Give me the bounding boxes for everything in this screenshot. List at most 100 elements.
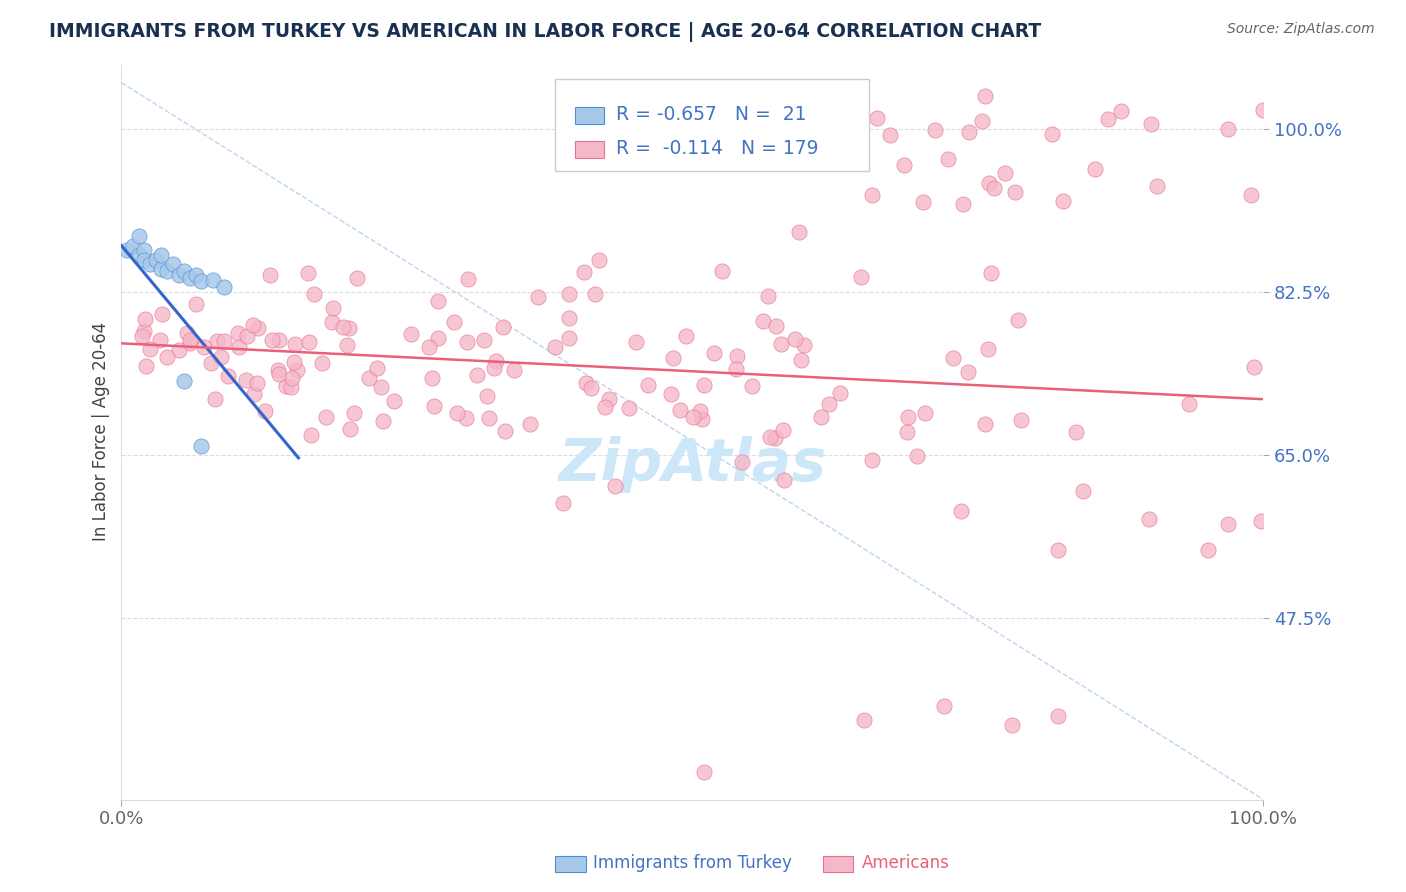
Point [1250,514,1272,528]
Point [924,123,946,137]
Point [828,386,851,401]
Point [519,417,541,432]
Point [491,320,513,334]
Point [1007,313,1029,327]
Point [204,392,226,407]
Point [911,194,934,209]
Point [156,264,179,278]
Point [983,181,1005,195]
Point [366,360,388,375]
Text: ZipAtlas: ZipAtlas [558,436,827,493]
Point [852,714,875,728]
Point [1243,359,1265,374]
Point [1046,543,1069,558]
Point [228,340,250,354]
Point [156,350,179,364]
Point [583,287,606,301]
Point [558,287,581,301]
Point [772,423,794,437]
Point [544,341,567,355]
Point [121,238,143,252]
Point [692,378,714,392]
Point [851,269,873,284]
Point [150,248,173,262]
Point [420,371,443,385]
Point [200,356,222,370]
Point [866,111,889,125]
Point [1010,413,1032,427]
Point [274,379,297,393]
Point [942,351,965,366]
Point [423,399,446,413]
Point [150,261,173,276]
Point [659,387,682,401]
Point [186,296,208,310]
Point [179,271,201,285]
Point [637,377,659,392]
Point [1064,425,1087,439]
Point [243,387,266,401]
Point [212,334,235,349]
Point [575,376,598,390]
Point [339,422,361,436]
Point [173,374,195,388]
Point [281,371,304,385]
Point [315,410,337,425]
Point [482,361,505,376]
Point [134,252,156,267]
Point [173,264,195,278]
Point [1109,104,1132,119]
Point [336,337,359,351]
Point [150,307,173,321]
Point [457,272,479,286]
Point [299,427,322,442]
Point [593,400,616,414]
Text: R = -0.657   N =  21: R = -0.657 N = 21 [616,105,807,124]
Point [135,359,157,373]
Point [456,335,478,350]
Point [209,351,232,365]
Point [167,268,190,283]
Point [932,699,955,714]
Point [484,354,506,368]
Point [1251,103,1274,117]
Point [952,197,974,211]
Point [132,324,155,338]
Point [1140,117,1163,131]
Point [703,346,725,360]
Point [693,764,716,779]
Point [212,280,235,294]
Point [267,368,290,382]
Point [443,315,465,329]
Point [772,473,794,487]
Point [226,326,249,340]
Point [149,333,172,347]
Point [179,333,201,347]
Point [283,354,305,368]
Point [994,166,1017,180]
FancyBboxPatch shape [555,78,869,170]
Point [139,342,162,356]
Point [235,373,257,387]
Point [897,410,920,425]
Point [1046,708,1069,723]
Point [357,371,380,385]
Point [741,379,763,393]
Point [259,268,281,282]
Point [974,89,997,103]
Text: R =  -0.114   N = 179: R = -0.114 N = 179 [616,139,818,158]
Point [267,363,290,377]
Point [302,287,325,301]
Point [977,176,1000,190]
Point [284,337,307,351]
Point [896,425,918,439]
Point [131,329,153,343]
Point [936,152,959,166]
Point [1137,512,1160,526]
Point [184,268,207,283]
Point [770,337,793,351]
Point [446,406,468,420]
Point [193,340,215,354]
Point [905,449,928,463]
Point [758,430,780,444]
